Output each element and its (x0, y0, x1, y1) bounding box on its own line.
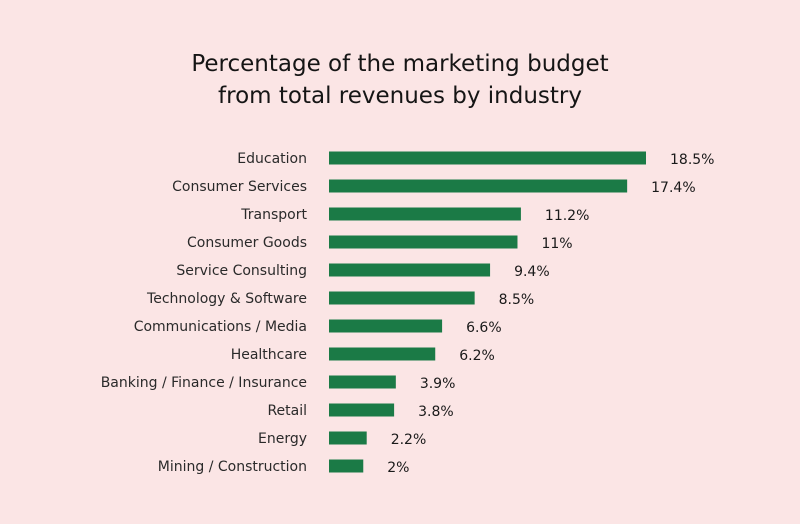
category-label: Retail (267, 403, 307, 419)
bar (329, 375, 396, 389)
chart-title-line1: Percentage of the marketing budget (191, 51, 609, 77)
category-label: Consumer Services (172, 179, 307, 195)
category-label: Banking / Finance / Insurance (101, 375, 307, 391)
bar (329, 207, 521, 221)
category-label: Energy (258, 431, 307, 447)
bar (329, 319, 443, 333)
value-label: 2.2% (391, 432, 427, 448)
category-label: Technology & Software (146, 291, 307, 307)
bar (329, 235, 518, 249)
bar (329, 291, 475, 305)
category-label: Consumer Goods (187, 235, 307, 251)
value-label: 3.9% (420, 376, 456, 392)
category-label: Education (237, 151, 307, 167)
category-label: Transport (240, 207, 307, 223)
bar (329, 179, 628, 193)
value-label: 9.4% (514, 264, 550, 280)
value-label: 6.6% (466, 320, 502, 336)
category-label: Mining / Construction (158, 459, 307, 475)
value-label: 6.2% (459, 348, 495, 364)
category-label: Healthcare (231, 347, 307, 363)
value-label: 11% (541, 236, 572, 252)
value-label: 18.5% (670, 152, 714, 168)
value-label: 11.2% (545, 208, 589, 224)
value-label: 3.8% (418, 404, 454, 420)
value-label: 2% (387, 460, 409, 476)
value-label: 17.4% (651, 180, 695, 196)
value-label: 8.5% (499, 292, 535, 308)
chart-title-line2: from total revenues by industry (218, 83, 582, 109)
bar (329, 431, 367, 445)
bar (329, 459, 364, 473)
chart-title: Percentage of the marketing budget from … (0, 48, 800, 112)
bar (329, 263, 491, 277)
bar (329, 403, 395, 417)
bar (329, 347, 436, 361)
bar (329, 151, 646, 165)
category-label: Service Consulting (176, 263, 307, 279)
category-label: Communications / Media (134, 319, 307, 335)
